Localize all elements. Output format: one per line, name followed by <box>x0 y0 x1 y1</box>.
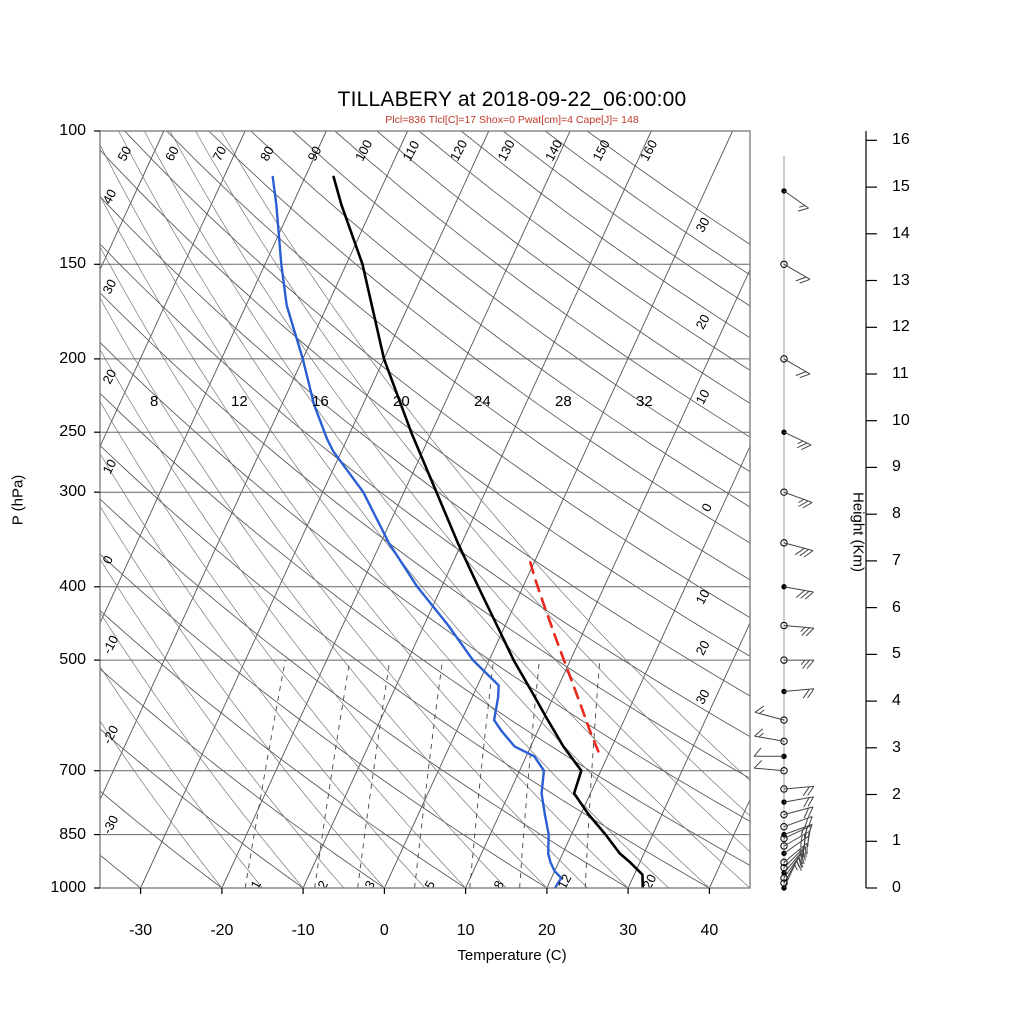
svg-text:20: 20 <box>99 367 119 387</box>
svg-text:10: 10 <box>693 587 713 607</box>
height-tick: 10 <box>892 411 910 429</box>
temperature-tick: -10 <box>291 922 315 939</box>
x-axis-label: Temperature (C) <box>457 947 567 964</box>
temperature-tick: -30 <box>129 922 153 939</box>
svg-text:32: 32 <box>636 393 653 410</box>
svg-text:30: 30 <box>99 277 119 297</box>
height-tick: 11 <box>892 364 909 382</box>
svg-text:40: 40 <box>99 187 119 207</box>
temperature-tick: 10 <box>456 922 475 939</box>
pressure-tick: 850 <box>59 825 86 843</box>
svg-text:3: 3 <box>361 878 378 891</box>
temperature-tick: 30 <box>619 922 638 939</box>
svg-text:28: 28 <box>555 393 572 410</box>
svg-text:140: 140 <box>542 137 565 163</box>
temperature-tick: 20 <box>537 922 556 939</box>
svg-text:150: 150 <box>589 137 612 163</box>
svg-text:10: 10 <box>693 387 713 407</box>
pressure-tick: 400 <box>59 577 86 595</box>
svg-text:10: 10 <box>99 457 119 477</box>
svg-text:0: 0 <box>99 553 116 566</box>
svg-text:1: 1 <box>247 878 264 891</box>
temperature-tick: -20 <box>210 922 234 939</box>
indices-subtitle: Plcl=836 Tlcl[C]=17 Shox=0 Pwat[cm]=4 Ca… <box>385 114 639 126</box>
height-tick: 4 <box>892 692 901 710</box>
pressure-tick: 700 <box>59 761 86 779</box>
height-tick: 7 <box>892 551 901 569</box>
svg-text:30: 30 <box>693 215 713 235</box>
pressure-tick: 300 <box>59 483 86 501</box>
svg-text:50: 50 <box>114 144 134 164</box>
height-tick: 12 <box>892 318 910 336</box>
height-tick: 3 <box>892 738 901 756</box>
svg-text:8: 8 <box>490 878 507 891</box>
svg-text:20: 20 <box>693 638 713 658</box>
pressure-tick: 150 <box>59 255 86 273</box>
svg-text:80: 80 <box>257 144 277 164</box>
wind-barb-column <box>753 156 815 891</box>
svg-text:120: 120 <box>447 137 470 163</box>
svg-text:2: 2 <box>314 878 331 891</box>
height-tick: 9 <box>892 458 901 476</box>
height-tick: 0 <box>892 879 901 896</box>
svg-text:160: 160 <box>637 137 660 163</box>
svg-text:100: 100 <box>352 137 375 163</box>
svg-text:-10: -10 <box>99 633 121 657</box>
svg-text:70: 70 <box>209 144 229 164</box>
svg-text:-20: -20 <box>99 723 121 747</box>
height-tick: 1 <box>892 832 901 850</box>
pressure-tick: 500 <box>59 651 86 669</box>
svg-text:20: 20 <box>393 393 410 410</box>
height-tick: 5 <box>892 645 901 663</box>
pressure-tick: 100 <box>59 122 86 139</box>
svg-text:60: 60 <box>162 144 182 164</box>
svg-text:-30: -30 <box>99 813 121 837</box>
height-tick: 16 <box>892 131 910 149</box>
height-tick: 2 <box>892 785 901 803</box>
height-tick: 14 <box>892 224 910 242</box>
temperature-tick: 0 <box>379 922 389 939</box>
svg-text:8: 8 <box>150 393 158 410</box>
pressure-tick: 1000 <box>50 879 86 896</box>
svg-text:24: 24 <box>474 393 491 410</box>
svg-text:30: 30 <box>693 687 713 707</box>
svg-text:90: 90 <box>304 144 324 164</box>
pressure-tick: 200 <box>59 349 86 367</box>
svg-text:5: 5 <box>421 878 438 891</box>
height-tick: 13 <box>892 271 910 289</box>
svg-text:16: 16 <box>312 393 329 410</box>
height-tick: 15 <box>892 178 910 196</box>
svg-text:20: 20 <box>693 312 713 332</box>
page-title: TILLABERY at 2018-09-22_06:00:00 <box>337 88 687 111</box>
pressure-tick: 250 <box>59 423 86 441</box>
height-tick: 8 <box>892 505 901 523</box>
svg-text:130: 130 <box>494 137 517 163</box>
svg-text:12: 12 <box>231 393 248 410</box>
temperature-tick: 40 <box>700 922 719 939</box>
height-tick: 6 <box>892 598 901 616</box>
